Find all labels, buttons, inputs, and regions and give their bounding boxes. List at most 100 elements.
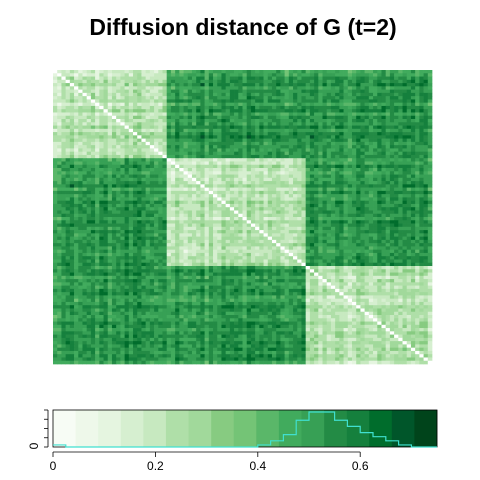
heatmap-cell xyxy=(179,217,184,221)
heatmap-cell xyxy=(410,125,416,130)
heatmap-cell xyxy=(259,76,264,81)
heatmap-cell xyxy=(145,145,151,149)
heatmap-cell xyxy=(170,128,176,133)
heatmap-cell xyxy=(65,109,71,113)
heatmap-cell xyxy=(103,92,109,97)
heatmap-cell xyxy=(166,223,172,228)
heatmap-cell xyxy=(276,164,281,169)
heatmap-cell xyxy=(419,177,424,182)
heatmap-cell xyxy=(225,187,231,192)
heatmap-cell xyxy=(221,125,226,130)
heatmap-cell xyxy=(267,122,273,126)
heatmap-cell xyxy=(208,184,214,188)
heatmap-cell xyxy=(57,112,62,117)
heatmap-cell xyxy=(141,210,146,215)
heatmap-cell xyxy=(120,89,125,94)
heatmap-cell xyxy=(250,239,256,244)
heatmap-cell xyxy=(107,190,113,195)
heatmap-cell xyxy=(284,158,290,162)
heatmap-cell xyxy=(196,243,201,247)
heatmap-cell xyxy=(267,197,273,202)
heatmap-cell xyxy=(368,181,374,185)
heatmap-cell xyxy=(339,217,344,221)
heatmap-cell xyxy=(343,168,349,172)
heatmap-cell xyxy=(225,217,231,221)
heatmap-cell xyxy=(78,145,83,149)
heatmap-cell xyxy=(309,171,315,175)
heatmap-cell xyxy=(57,230,62,234)
heatmap-cell xyxy=(57,164,62,169)
heatmap-cell xyxy=(297,197,302,202)
heatmap-cell xyxy=(373,197,378,202)
heatmap-cell xyxy=(154,76,159,81)
heatmap-cell xyxy=(410,99,416,104)
heatmap-cell xyxy=(82,135,88,139)
heatmap-cell xyxy=(179,161,184,166)
heatmap-cell xyxy=(234,213,239,218)
heatmap-cell xyxy=(238,92,243,97)
heatmap-cell xyxy=(402,151,408,156)
heatmap-cell xyxy=(360,83,365,87)
heatmap-cell xyxy=(124,112,130,117)
heatmap-cell xyxy=(213,92,218,97)
heatmap-cell xyxy=(259,203,264,208)
heatmap-cell xyxy=(255,154,260,159)
heatmap-cell xyxy=(330,73,336,77)
heatmap-cell xyxy=(398,171,403,175)
heatmap-cell xyxy=(225,181,231,185)
heatmap-cell xyxy=(427,92,433,97)
heatmap-cell xyxy=(229,210,235,215)
heatmap-cell xyxy=(284,197,290,202)
heatmap-cell xyxy=(419,217,424,221)
heatmap-cell xyxy=(175,226,180,231)
heatmap-cell xyxy=(149,194,155,198)
heatmap-cell xyxy=(427,158,433,162)
heatmap-cell xyxy=(263,210,269,215)
heatmap-cell xyxy=(103,70,109,74)
heatmap-cell xyxy=(314,217,319,221)
heatmap-cell xyxy=(213,190,218,195)
heatmap-cell xyxy=(154,132,159,136)
heatmap-cell xyxy=(368,92,374,97)
heatmap-cell xyxy=(183,158,189,162)
heatmap-cell xyxy=(314,181,319,185)
heatmap-cell xyxy=(293,83,298,87)
heatmap-cell xyxy=(69,239,75,244)
heatmap-cell xyxy=(368,217,374,221)
heatmap-cell xyxy=(120,158,125,162)
heatmap-cell xyxy=(183,135,189,139)
heatmap-cell xyxy=(368,102,374,107)
heatmap-cell xyxy=(217,239,222,244)
heatmap-cell xyxy=(284,148,290,153)
heatmap-cell xyxy=(124,203,130,208)
heatmap-cell xyxy=(175,89,180,94)
heatmap-cell xyxy=(347,138,353,143)
heatmap-cell xyxy=(406,135,412,139)
heatmap-cell xyxy=(377,210,382,215)
heatmap-cell xyxy=(120,210,125,215)
heatmap-cell xyxy=(305,190,311,195)
heatmap-cell xyxy=(208,154,214,159)
heatmap-cell xyxy=(57,145,62,149)
heatmap-cell xyxy=(419,99,424,104)
heatmap-cell xyxy=(162,125,168,130)
heatmap-cell xyxy=(99,132,104,136)
heatmap-cell xyxy=(154,125,159,130)
heatmap-cell xyxy=(225,119,231,123)
heatmap-cell xyxy=(78,184,83,188)
heatmap-cell xyxy=(137,89,142,94)
heatmap-cell xyxy=(175,217,180,221)
heatmap-cell xyxy=(103,119,109,123)
heatmap-cell xyxy=(234,187,239,192)
heatmap-cell xyxy=(284,125,290,130)
heatmap-cell xyxy=(394,190,399,195)
heatmap-cell xyxy=(82,105,88,110)
heatmap-cell xyxy=(293,92,298,97)
heatmap-cell xyxy=(124,79,130,84)
heatmap-cell xyxy=(90,70,96,74)
heatmap-cell xyxy=(242,220,248,224)
heatmap-cell xyxy=(381,119,387,123)
heatmap-cell xyxy=(141,76,146,81)
heatmap-cell xyxy=(128,246,134,251)
heatmap-cell xyxy=(322,109,328,113)
